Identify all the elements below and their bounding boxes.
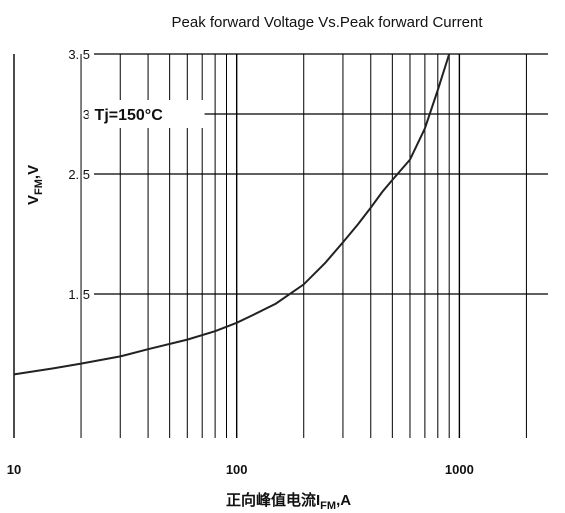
x-tick-label: 100 bbox=[226, 462, 248, 477]
x-tick-labels: 10 100 1000 bbox=[7, 462, 474, 477]
y-tick-label: 1. 5 bbox=[68, 287, 90, 302]
x-tick-label: 1000 bbox=[445, 462, 474, 477]
annotation-text: Tj=150°C bbox=[95, 107, 164, 124]
y-tick-label: 2. 5 bbox=[68, 167, 90, 182]
y-axis-label: VFM,V bbox=[25, 165, 45, 205]
y-tick-labels: 3. 5 3 2. 5 1. 5 bbox=[68, 47, 90, 302]
annotations: Tj=150°C bbox=[88, 100, 205, 128]
y-tick-label: 3 bbox=[83, 107, 90, 122]
series-group bbox=[13, 53, 451, 376]
x-axis-label: 正向峰值电流IFM,A bbox=[226, 491, 351, 512]
y-tick-label: 3. 5 bbox=[68, 47, 90, 62]
series-line bbox=[13, 53, 451, 376]
x-tick-label: 10 bbox=[7, 462, 21, 477]
annotation-background bbox=[88, 100, 205, 128]
chart-title: Peak forward Voltage Vs.Peak forward Cur… bbox=[172, 14, 484, 31]
